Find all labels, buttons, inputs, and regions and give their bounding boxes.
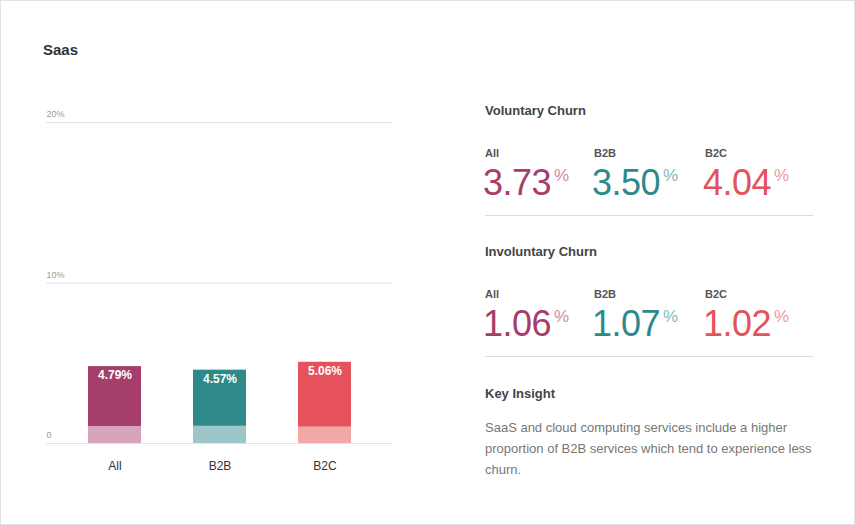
svg-text:20%: 20% xyxy=(47,109,65,119)
html-text:3.50: 3.50 xyxy=(592,162,661,203)
html-text:All: All xyxy=(485,147,500,159)
svg-text:All: All xyxy=(108,459,121,473)
svg-text:0: 0 xyxy=(47,430,52,440)
html-text:B2B: B2B xyxy=(594,147,616,159)
svg-text:4.79%: 4.79% xyxy=(98,368,132,382)
html-text:1.02: 1.02 xyxy=(703,303,772,344)
html-text:B2B: B2B xyxy=(594,288,616,300)
html-text:All: All xyxy=(485,288,500,300)
svg-text:B2B: B2B xyxy=(209,459,232,473)
html-text:1.07: 1.07 xyxy=(592,303,661,344)
html-text:4.04: 4.04 xyxy=(703,162,772,203)
html-text:3.73: 3.73 xyxy=(483,162,552,203)
html-text:Key Insight: Key Insight xyxy=(485,386,556,401)
html-text:SaaS and cloud computing servi: SaaS and cloud computing services includ… xyxy=(485,420,812,477)
svg-text:4.57%: 4.57% xyxy=(203,372,237,386)
svg-text:B2C: B2C xyxy=(313,459,337,473)
svg-text:10%: 10% xyxy=(47,270,65,280)
html-text:B2C: B2C xyxy=(705,288,727,300)
html-text:Involuntary Churn: Involuntary Churn xyxy=(485,244,597,259)
html-text:1.06: 1.06 xyxy=(483,303,552,344)
html-text:B2C: B2C xyxy=(705,147,727,159)
html-text:Voluntary Churn: Voluntary Churn xyxy=(485,103,586,118)
html-text:Saas: Saas xyxy=(43,41,78,58)
svg-text:5.06%: 5.06% xyxy=(308,364,342,378)
